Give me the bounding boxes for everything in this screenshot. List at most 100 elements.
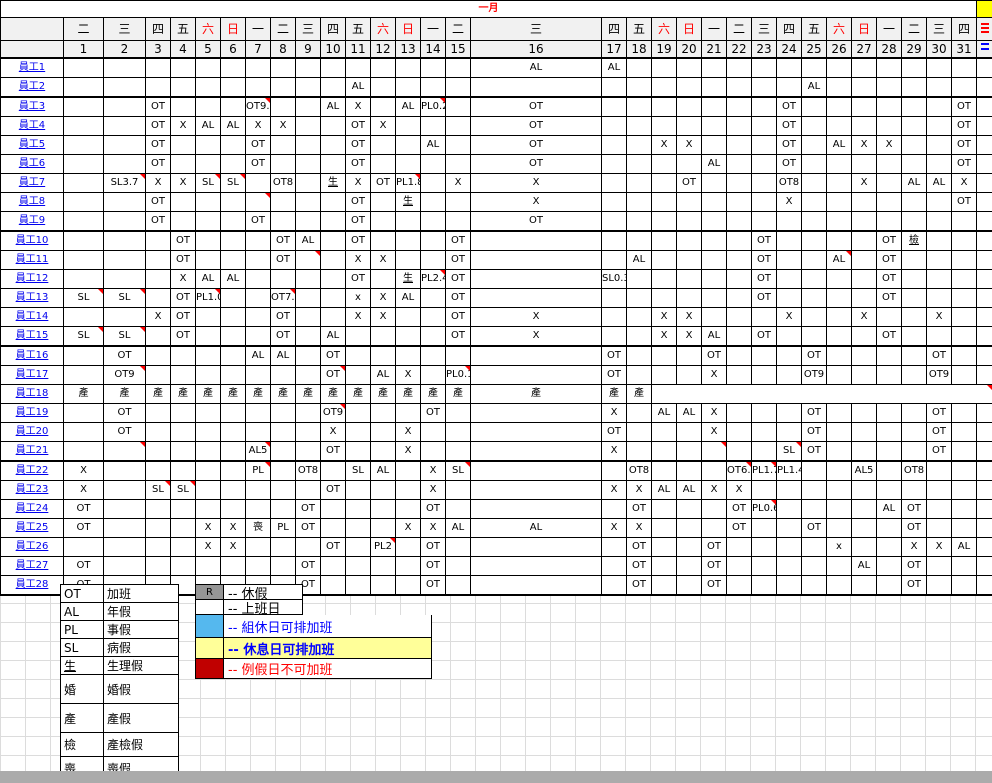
day-header-cell[interactable]: 3 — [145, 40, 171, 59]
schedule-cell[interactable]: X — [170, 116, 196, 136]
schedule-cell[interactable] — [826, 422, 852, 442]
schedule-cell[interactable] — [445, 192, 471, 212]
schedule-cell[interactable]: SL — [445, 460, 471, 481]
schedule-cell[interactable]: X — [370, 307, 396, 327]
schedule-cell[interactable]: X — [420, 480, 446, 500]
schedule-cell[interactable] — [195, 460, 221, 481]
schedule-cell[interactable] — [851, 211, 877, 232]
schedule-cell[interactable]: PL2 — [370, 537, 396, 557]
employee-link-員工24[interactable]: 員工24 — [0, 499, 64, 519]
schedule-cell[interactable]: SL0.3 — [601, 269, 627, 289]
schedule-cell[interactable] — [470, 441, 602, 462]
schedule-cell[interactable] — [876, 556, 902, 576]
weekday-header-cell[interactable]: 五 — [626, 17, 652, 41]
schedule-cell[interactable] — [420, 173, 446, 193]
day-header-cell[interactable]: 14 — [420, 40, 446, 59]
schedule-cell[interactable]: OT — [145, 135, 171, 155]
schedule-cell[interactable] — [170, 96, 196, 117]
schedule-cell[interactable] — [220, 556, 246, 576]
schedule-cell[interactable] — [751, 154, 777, 174]
schedule-cell[interactable]: PL0.1 — [445, 365, 471, 385]
schedule-cell[interactable] — [651, 116, 677, 136]
schedule-cell[interactable] — [220, 345, 246, 366]
schedule-cell[interactable] — [776, 499, 802, 519]
weekday-header-cell[interactable]: 二 — [63, 17, 104, 41]
schedule-cell[interactable]: OT — [601, 345, 627, 366]
schedule-cell[interactable] — [145, 326, 171, 347]
weekday-header-cell[interactable]: 六 — [826, 17, 852, 41]
schedule-cell[interactable] — [195, 135, 221, 155]
schedule-cell[interactable] — [601, 556, 627, 576]
schedule-cell[interactable] — [601, 173, 627, 193]
schedule-cell[interactable] — [701, 250, 727, 270]
schedule-cell[interactable] — [345, 480, 371, 500]
schedule-cell[interactable]: OT — [676, 173, 702, 193]
schedule-cell[interactable] — [876, 403, 902, 423]
schedule-cell[interactable] — [370, 441, 396, 462]
schedule-cell[interactable] — [345, 326, 371, 347]
schedule-cell[interactable] — [651, 211, 677, 232]
schedule-cell[interactable]: OT — [245, 154, 271, 174]
schedule-cell[interactable] — [926, 288, 952, 308]
day-header-cell[interactable]: 23 — [751, 40, 777, 59]
schedule-cell[interactable] — [170, 441, 196, 462]
schedule-cell[interactable] — [726, 537, 752, 557]
schedule-cell[interactable] — [601, 288, 627, 308]
schedule-cell[interactable] — [103, 518, 146, 538]
schedule-cell[interactable]: SL — [145, 480, 171, 500]
schedule-cell[interactable] — [951, 307, 977, 327]
day-header-cell[interactable]: 2 — [103, 40, 146, 59]
schedule-cell[interactable] — [63, 57, 104, 78]
schedule-cell[interactable] — [420, 307, 446, 327]
schedule-cell[interactable] — [170, 518, 196, 538]
schedule-cell[interactable]: OT — [445, 230, 471, 251]
schedule-cell[interactable]: OT — [320, 537, 346, 557]
schedule-cell[interactable] — [601, 250, 627, 270]
schedule-cell[interactable] — [826, 575, 852, 596]
schedule-cell[interactable] — [826, 345, 852, 366]
schedule-cell[interactable]: X — [601, 441, 627, 462]
schedule-cell[interactable] — [626, 326, 652, 347]
schedule-cell[interactable]: PL2.4 — [420, 269, 446, 289]
schedule-cell[interactable] — [726, 269, 752, 289]
schedule-cell[interactable]: X — [395, 365, 421, 385]
schedule-cell[interactable] — [826, 154, 852, 174]
schedule-cell[interactable]: OT — [420, 575, 446, 596]
schedule-cell[interactable]: OT — [926, 441, 952, 462]
schedule-cell[interactable] — [420, 326, 446, 347]
schedule-cell[interactable] — [851, 326, 877, 347]
schedule-cell[interactable]: X — [170, 173, 196, 193]
schedule-cell[interactable] — [851, 77, 877, 98]
schedule-cell[interactable] — [826, 173, 852, 193]
schedule-cell[interactable] — [701, 499, 727, 519]
schedule-cell[interactable] — [295, 250, 321, 270]
schedule-cell[interactable] — [776, 422, 802, 442]
schedule-cell[interactable] — [901, 441, 927, 462]
schedule-cell[interactable] — [726, 556, 752, 576]
schedule-cell[interactable]: X — [726, 480, 752, 500]
schedule-cell[interactable] — [270, 441, 296, 462]
schedule-cell[interactable]: OT — [876, 326, 902, 347]
schedule-cell[interactable] — [103, 537, 146, 557]
schedule-cell[interactable]: X — [395, 422, 421, 442]
schedule-cell[interactable] — [751, 422, 777, 442]
schedule-cell[interactable] — [951, 403, 977, 423]
schedule-cell[interactable] — [103, 480, 146, 500]
schedule-cell[interactable] — [420, 230, 446, 251]
schedule-cell[interactable]: OT — [103, 345, 146, 366]
schedule-cell[interactable]: OT9 — [801, 365, 827, 385]
schedule-cell[interactable] — [851, 345, 877, 366]
schedule-cell[interactable]: AL — [370, 365, 396, 385]
schedule-cell[interactable] — [926, 192, 952, 212]
schedule-cell[interactable] — [295, 77, 321, 98]
day-header-cell[interactable]: 16 — [470, 40, 602, 59]
schedule-cell[interactable]: X — [470, 326, 602, 347]
weekday-header-cell[interactable]: 四 — [951, 17, 977, 41]
schedule-cell[interactable] — [751, 77, 777, 98]
schedule-cell[interactable]: PL1.0 — [195, 288, 221, 308]
schedule-cell[interactable] — [145, 556, 171, 576]
schedule-cell[interactable] — [676, 269, 702, 289]
schedule-cell[interactable] — [601, 135, 627, 155]
schedule-cell[interactable] — [651, 269, 677, 289]
schedule-cell[interactable]: AL — [345, 77, 371, 98]
